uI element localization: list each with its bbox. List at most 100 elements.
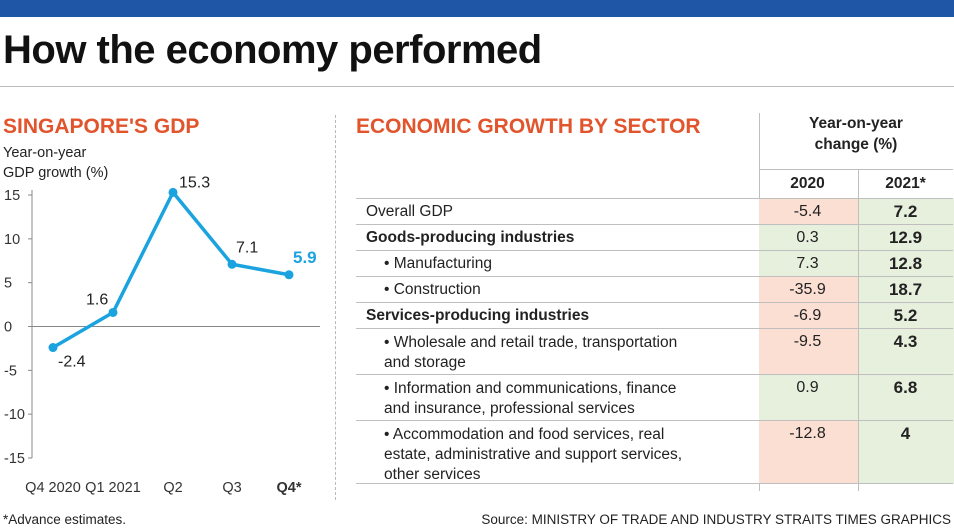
cell-2020-fill	[759, 375, 858, 421]
cell-2021-fill	[858, 251, 954, 277]
gdp-data-label: 1.6	[86, 291, 108, 308]
row-label-line: • Accommodation and food services, real	[384, 426, 665, 443]
y-tick-label: 5	[4, 276, 12, 292]
sector-table-title: ECONOMIC GROWTH BY SECTOR	[356, 115, 701, 138]
cell-2020: -9.5	[793, 333, 822, 350]
cell-2020-fill	[759, 199, 858, 225]
row-label-line: and storage	[384, 354, 466, 371]
header-line: Year-on-year	[809, 115, 903, 132]
cell-2021-fill	[858, 421, 954, 484]
row-label-line: estate, administrative and support servi…	[384, 446, 683, 463]
cell-2021-fill	[858, 303, 954, 329]
y-tick-label: -5	[4, 363, 17, 379]
gdp-data-point	[48, 343, 58, 353]
row-label-line: • Manufacturing	[384, 255, 492, 272]
cell-2021: 18.7	[888, 280, 923, 299]
cell-2020: -6.9	[793, 307, 822, 324]
row-label: • Accommodation and food services, real e…	[384, 425, 682, 485]
cell-2020-fill	[759, 421, 858, 484]
gdp-data-point	[168, 187, 178, 197]
row-label: Services-producing industries	[366, 306, 589, 326]
table-bottom-rule	[356, 483, 953, 484]
cell-2021-fill	[858, 329, 954, 375]
row-label: Goods-producing industries	[366, 228, 574, 248]
title-divider	[0, 86, 954, 87]
cell-2020-fill	[759, 303, 858, 329]
cell-2021: 5.2	[893, 306, 918, 325]
gdp-data-point	[108, 307, 118, 317]
row-label: • Construction	[384, 280, 481, 300]
gdp-data-label: 15.3	[179, 174, 210, 191]
x-tick-label: Q3	[222, 480, 241, 496]
y-axis-label: Year-on-year	[3, 145, 86, 161]
gdp-line-chart: Year-on-year GDP growth (%) 15 10 5 0 -5 -10 -15…	[3, 145, 320, 496]
header-rule	[759, 169, 953, 170]
header-line: change (%)	[814, 136, 898, 153]
row-label: • Manufacturing	[384, 254, 492, 274]
y-tick-label: 15	[4, 188, 20, 204]
cell-2021-fill	[858, 199, 954, 225]
cell-2020: -12.8	[789, 425, 826, 442]
gdp-data-point	[284, 270, 294, 280]
y-tick-label: 0	[4, 320, 12, 336]
row-label-line: • Wholesale and retail trade, transporta…	[384, 334, 678, 351]
table-row: • Wholesale and retail trade, transporta…	[356, 328, 954, 375]
row-label-line: other services	[384, 466, 481, 483]
col-header-2020: 2020	[790, 175, 825, 192]
table-row: Overall GDP -5.4 7.2	[356, 198, 954, 225]
cell-2021: 12.9	[888, 228, 923, 247]
y-tick-label: -10	[4, 407, 25, 423]
cell-2021: 4.3	[893, 332, 918, 351]
table-header: Year-on-year change (%)	[759, 113, 953, 155]
cell-2020-fill	[759, 225, 858, 251]
x-tick-label: Q4*	[277, 480, 302, 496]
x-tick-label: Q4 2020	[25, 480, 81, 496]
table-row: Services-producing industries -6.9 5.2	[356, 302, 954, 329]
cell-2021-fill	[858, 375, 954, 421]
row-label-line: Overall GDP	[366, 203, 453, 220]
cell-2020-fill	[759, 329, 858, 375]
gdp-data-label: 5.9	[293, 248, 317, 267]
cell-2021-fill	[858, 225, 954, 251]
row-label-line: • Information and communications, financ…	[384, 380, 677, 397]
row-label: • Information and communications, financ…	[384, 379, 676, 419]
cell-2020: 0.3	[796, 229, 819, 246]
table-row: • Information and communications, financ…	[356, 374, 954, 421]
gdp-data-label: -2.4	[58, 354, 86, 371]
cell-2021: 4	[900, 424, 911, 443]
x-tick-label: Q1 2021	[85, 480, 141, 496]
panel-divider	[335, 115, 336, 500]
gdp-data-point	[227, 259, 237, 269]
row-label: Overall GDP	[366, 202, 453, 222]
x-tick-label: Q2	[163, 480, 182, 496]
cell-2021-fill	[858, 277, 954, 303]
page-title: How the economy performed	[3, 28, 542, 72]
gdp-data-label: 7.1	[236, 239, 258, 256]
top-bar	[0, 0, 954, 17]
row-label-line: and insurance, professional services	[384, 400, 635, 417]
row-label: • Wholesale and retail trade, transporta…	[384, 333, 677, 373]
cell-2021: 6.8	[893, 378, 918, 397]
row-label-line: Services-producing industries	[366, 307, 590, 324]
y-axis-label: GDP growth (%)	[3, 165, 108, 181]
gdp-chart-title: SINGAPORE'S GDP	[3, 115, 200, 138]
cell-2021: 12.8	[888, 254, 923, 273]
source-credit: Source: MINISTRY OF TRADE AND INDUSTRY S…	[481, 512, 951, 527]
table-row: • Accommodation and food services, real e…	[356, 420, 954, 485]
cell-2020: 7.3	[796, 255, 819, 272]
cell-2020-fill	[759, 277, 858, 303]
y-tick-label: -15	[4, 451, 25, 467]
table-row: Goods-producing industries 0.3 12.9	[356, 224, 954, 251]
footnote: *Advance estimates.	[3, 512, 127, 527]
cell-2020: 0.9	[796, 379, 819, 396]
cell-2021: 7.2	[893, 202, 918, 221]
col-header-2021: 2021*	[885, 175, 926, 192]
cell-2020-fill	[759, 251, 858, 277]
y-tick-label: 10	[4, 232, 20, 248]
row-label-line: Goods-producing industries	[366, 229, 575, 246]
cell-2020: -5.4	[793, 203, 822, 220]
table-row: • Construction -35.9 18.7	[356, 276, 954, 303]
gdp-series-line	[52, 190, 290, 350]
row-label-line: • Construction	[384, 281, 481, 298]
table-row: • Manufacturing 7.3 12.8	[356, 250, 954, 277]
